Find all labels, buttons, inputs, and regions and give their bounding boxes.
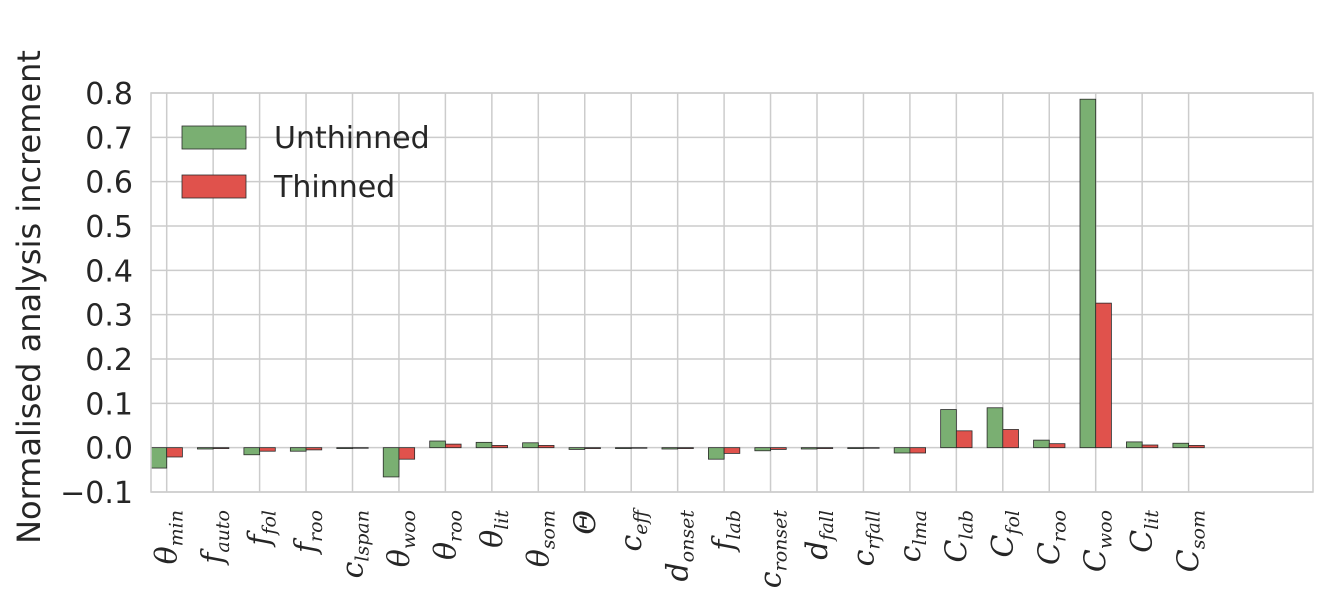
bar-thinned xyxy=(723,447,741,454)
x-tick-label: Cfol xyxy=(986,510,1024,558)
y-axis-label: Normalised analysis increment xyxy=(10,50,48,544)
bar-unthinned xyxy=(429,440,446,449)
x-tick-label: flab xyxy=(707,510,745,553)
y-tick-label: 0.7 xyxy=(85,121,133,156)
bar-thinned xyxy=(305,447,323,451)
bar-thinned xyxy=(1141,444,1159,449)
legend-swatch xyxy=(181,174,247,199)
x-tick-label: clma xyxy=(893,510,931,562)
bar-unthinned xyxy=(243,447,260,456)
bar-unthinned xyxy=(336,447,353,449)
bar-thinned xyxy=(166,447,183,458)
x-tick-label: ffol xyxy=(243,510,281,548)
bar-thinned xyxy=(537,445,555,449)
legend-label: Unthinned xyxy=(274,121,430,156)
x-tick-label: θmin xyxy=(150,510,188,564)
x-tick-label: θroo xyxy=(428,510,466,560)
x-tick-label: θwoo xyxy=(382,510,420,567)
x-tick-label: θlit xyxy=(475,510,513,548)
bar-unthinned xyxy=(150,447,168,469)
y-tick-label: 0.4 xyxy=(85,254,133,289)
bar-thinned xyxy=(398,447,416,460)
x-tick-label: cronset xyxy=(754,510,792,589)
bar-thinned xyxy=(770,447,787,450)
y-tick-label: −0.1 xyxy=(60,476,133,511)
x-tick-label: crfall xyxy=(846,510,884,566)
x-tick-label: donset xyxy=(661,510,699,582)
bar-unthinned xyxy=(661,447,679,450)
bar-unthinned xyxy=(615,447,632,449)
bar-unthinned xyxy=(708,447,725,460)
x-tick-label: Θ xyxy=(568,510,603,535)
grid xyxy=(151,92,1313,493)
bar-thinned xyxy=(909,447,927,454)
legend: Unthinned Thinned xyxy=(181,121,430,205)
bar-unthinned xyxy=(847,447,864,449)
x-tick-label: froo xyxy=(289,510,327,555)
y-tick-labels: −0.1 0.0 0.1 0.2 0.3 0.4 0.5 0.6 0.7 0.8 xyxy=(60,77,133,511)
legend-label: Thinned xyxy=(273,170,395,205)
x-tick-label: Cwoo xyxy=(1079,510,1117,572)
bar-unthinned xyxy=(754,447,771,452)
bar-thinned xyxy=(352,447,369,449)
bar-thinned xyxy=(1002,429,1019,449)
x-tick-label: Csom xyxy=(1172,510,1210,572)
bar-unthinned xyxy=(382,447,400,478)
x-tick-label: Croo xyxy=(1032,510,1070,565)
bar-thinned xyxy=(816,447,834,449)
bar-unthinned xyxy=(1079,98,1097,449)
bar-unthinned xyxy=(893,447,911,454)
bar-thinned xyxy=(1048,443,1066,449)
bar-thinned xyxy=(584,447,601,449)
legend-swatch xyxy=(181,125,247,150)
y-tick-label: 0.2 xyxy=(85,343,133,378)
x-tick-label: ceff xyxy=(614,506,652,551)
bar-unthinned xyxy=(1033,439,1050,449)
y-tick-label: 0.1 xyxy=(85,387,133,422)
bar-thinned xyxy=(677,447,694,449)
x-tick-label: Clab xyxy=(939,510,977,563)
bar-thinned xyxy=(259,447,276,452)
bar-unthinned xyxy=(986,407,1004,449)
bar-unthinned xyxy=(1126,441,1143,449)
bar-thinned xyxy=(1188,445,1205,449)
y-tick-label: 0.8 xyxy=(85,77,133,112)
x-tick-label: dfall xyxy=(800,510,838,560)
bar-unthinned xyxy=(568,447,586,450)
bar-unthinned xyxy=(289,447,307,452)
bar-unthinned xyxy=(1172,442,1190,449)
bar-unthinned xyxy=(940,409,957,449)
x-tick-label: θsom xyxy=(521,510,559,567)
x-tick-label: Clit xyxy=(1125,510,1163,553)
bar-unthinned xyxy=(800,447,818,450)
bar-thinned xyxy=(491,445,508,449)
y-tick-label: 0.5 xyxy=(85,210,133,245)
bar-thinned xyxy=(630,447,648,449)
y-tick-label: 0.6 xyxy=(85,166,133,201)
plot-frame xyxy=(150,92,1314,493)
bar-thinned xyxy=(863,447,880,449)
bar-thinned xyxy=(444,443,462,449)
bar-thinned xyxy=(955,430,973,449)
bars xyxy=(150,98,1205,478)
y-tick-label: 0.0 xyxy=(85,432,133,467)
x-tick-label: fauto xyxy=(196,510,234,566)
bar-unthinned xyxy=(522,442,539,449)
bar-unthinned xyxy=(197,447,214,450)
y-tick-label: 0.3 xyxy=(85,299,133,334)
x-tick-label: clspan xyxy=(336,510,374,578)
bar-thinned xyxy=(1095,302,1112,449)
bar-unthinned xyxy=(475,441,493,449)
bar-thinned xyxy=(212,447,230,449)
